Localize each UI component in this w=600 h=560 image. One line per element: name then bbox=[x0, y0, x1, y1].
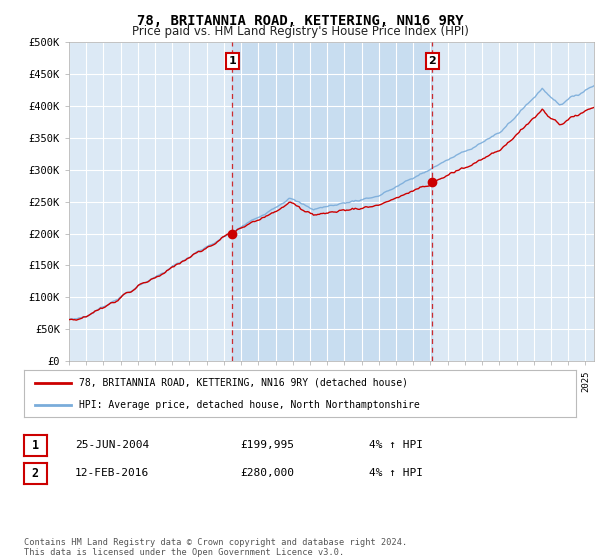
Text: 12-FEB-2016: 12-FEB-2016 bbox=[75, 468, 149, 478]
Text: 1: 1 bbox=[32, 439, 39, 452]
Text: 25-JUN-2004: 25-JUN-2004 bbox=[75, 440, 149, 450]
Bar bbox=[232, 42, 432, 361]
Text: 4% ↑ HPI: 4% ↑ HPI bbox=[369, 468, 423, 478]
Text: 4% ↑ HPI: 4% ↑ HPI bbox=[369, 440, 423, 450]
Text: HPI: Average price, detached house, North Northamptonshire: HPI: Average price, detached house, Nort… bbox=[79, 400, 420, 410]
Text: £280,000: £280,000 bbox=[240, 468, 294, 478]
Text: £199,995: £199,995 bbox=[240, 440, 294, 450]
Text: 1: 1 bbox=[229, 56, 236, 66]
Text: 2: 2 bbox=[32, 467, 39, 480]
Text: Price paid vs. HM Land Registry's House Price Index (HPI): Price paid vs. HM Land Registry's House … bbox=[131, 25, 469, 38]
Text: 2: 2 bbox=[428, 56, 436, 66]
Text: Contains HM Land Registry data © Crown copyright and database right 2024.
This d: Contains HM Land Registry data © Crown c… bbox=[24, 538, 407, 557]
Text: 78, BRITANNIA ROAD, KETTERING, NN16 9RY: 78, BRITANNIA ROAD, KETTERING, NN16 9RY bbox=[137, 14, 463, 28]
Text: 78, BRITANNIA ROAD, KETTERING, NN16 9RY (detached house): 78, BRITANNIA ROAD, KETTERING, NN16 9RY … bbox=[79, 378, 408, 388]
